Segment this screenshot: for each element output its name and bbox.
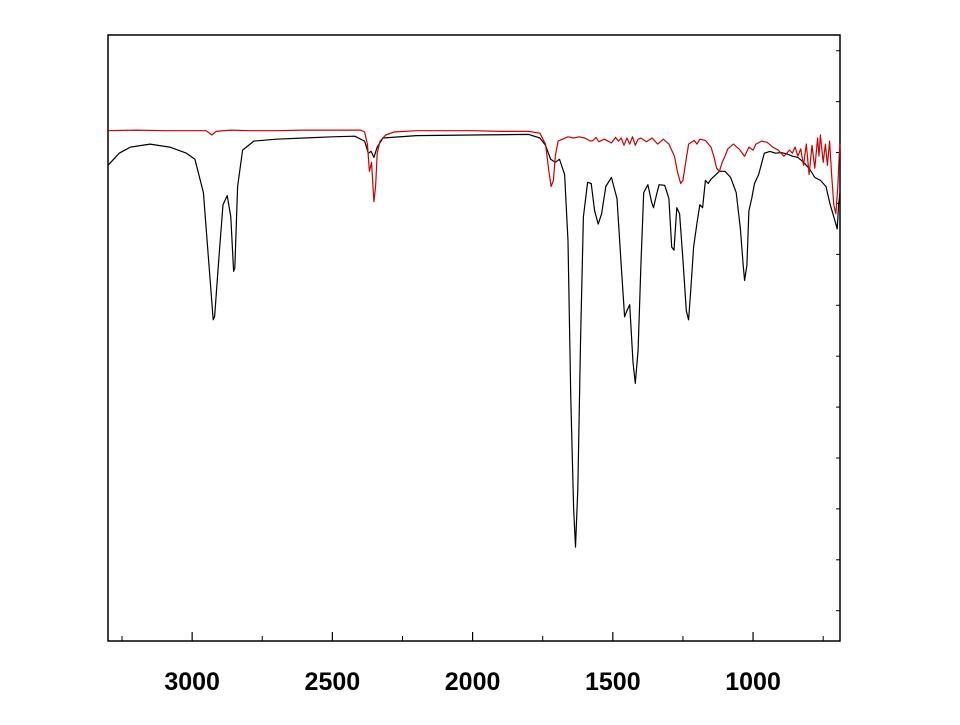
x-tick-label: 3000 [164, 668, 220, 696]
x-axis-tick-labels: 3000 2500 2000 1500 1000 [164, 668, 781, 696]
black-spectrum-line [107, 133, 841, 548]
x-axis-ticks [121, 632, 824, 641]
x-tick-label: 1000 [725, 668, 781, 696]
x-tick-label: 1500 [585, 668, 641, 696]
red-spectrum-line [107, 129, 841, 215]
x-tick-label: 2500 [305, 668, 361, 696]
y-axis-ticks [836, 50, 840, 612]
plot-frame [107, 34, 841, 642]
x-tick-label: 2000 [445, 668, 501, 696]
series-layer [107, 129, 841, 548]
